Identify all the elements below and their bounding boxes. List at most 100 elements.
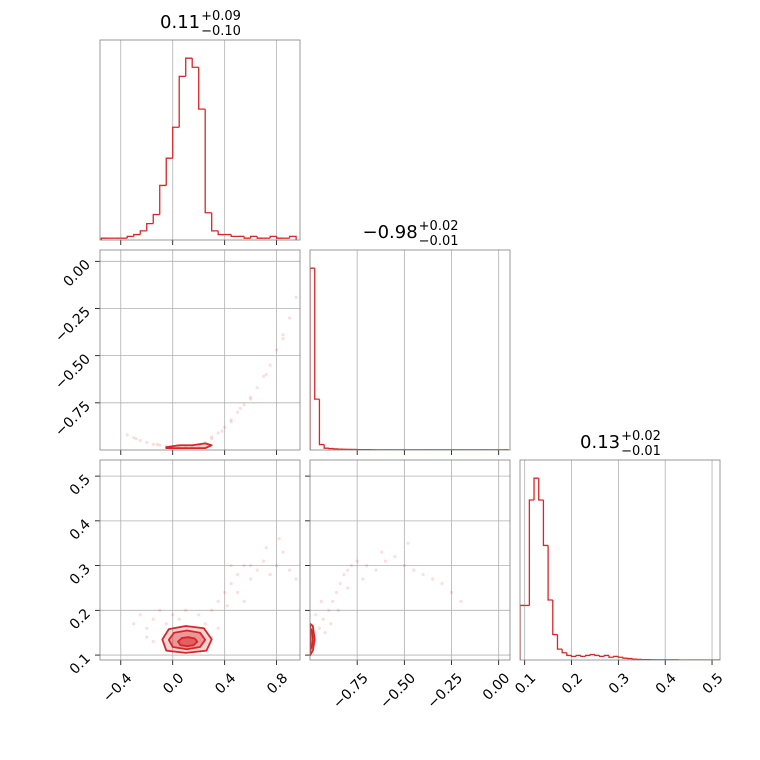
hist-bin — [318, 399, 325, 446]
sample-point — [255, 568, 259, 572]
sample-point — [281, 550, 285, 554]
sample-point — [238, 406, 242, 411]
sample-point — [323, 631, 327, 635]
sample-point — [334, 590, 339, 595]
sample-point — [365, 563, 369, 568]
sample-point — [151, 442, 155, 446]
x-tick-label: 0.8 — [264, 670, 291, 697]
panel-frame — [99, 459, 301, 661]
sample-point — [145, 440, 149, 445]
hist-bin — [613, 655, 619, 658]
title-lower: −0.10 — [201, 24, 241, 39]
sample-point — [374, 568, 378, 572]
sample-point — [336, 608, 340, 612]
sample-point — [158, 443, 162, 447]
hist-bin — [314, 268, 320, 400]
sample-point — [346, 586, 350, 590]
hist-bin — [191, 58, 199, 68]
sample-point — [281, 333, 285, 337]
sample-point — [393, 555, 397, 559]
sample-point — [177, 617, 181, 621]
panel: −0.4 0.0 0.4 0.8 0.1 0.2 0.3 0.4 0.5 — [67, 459, 301, 706]
sample-point — [288, 316, 292, 320]
hist-bin — [528, 499, 535, 606]
x-tick-label: −0.50 — [377, 670, 419, 712]
sample-point — [138, 613, 142, 617]
sample-point — [264, 372, 268, 377]
sample-point — [229, 420, 233, 424]
hist-bin — [547, 545, 553, 601]
hist-bin — [323, 444, 329, 449]
sample-point — [262, 559, 266, 563]
hist-bin — [594, 654, 600, 657]
hist-bin — [243, 236, 251, 239]
hist-bin — [552, 600, 558, 636]
y-tick-label: 0.00 — [60, 257, 93, 290]
panel-frame — [99, 39, 301, 241]
sample-point — [132, 436, 136, 440]
hist-bin — [133, 233, 141, 237]
sample-point — [184, 608, 188, 612]
title-upper: +0.09 — [201, 9, 241, 24]
sample-point — [249, 577, 253, 581]
title-value: 0.11 — [160, 12, 200, 33]
sample-point — [255, 386, 259, 390]
panel-frame — [519, 459, 721, 661]
sample-point — [331, 599, 335, 603]
y-tick-label: 0.1 — [67, 651, 94, 678]
hist-bin — [561, 649, 567, 654]
title-upper: +0.02 — [621, 429, 661, 444]
sample-point — [361, 577, 365, 581]
y-tick-label: −0.25 — [52, 304, 94, 346]
sample-point — [346, 568, 350, 572]
hist-bin — [617, 656, 624, 658]
sample-point — [155, 442, 159, 446]
plot-area — [100, 460, 300, 660]
hist-bin — [211, 212, 219, 232]
sample-point — [281, 337, 285, 341]
panel-frame — [309, 459, 511, 661]
sample-point — [132, 622, 136, 626]
sample-point — [440, 581, 444, 586]
hist-bin — [100, 237, 108, 240]
sample-point — [355, 559, 359, 563]
sample-point — [171, 613, 175, 617]
sample-point — [216, 431, 220, 435]
sample-point — [164, 622, 168, 626]
sample-point — [314, 613, 318, 617]
hist-bin — [126, 235, 134, 239]
sample-point — [275, 348, 279, 352]
sample-point — [262, 374, 266, 379]
hist-bin — [533, 477, 539, 500]
hist-bin — [556, 634, 563, 650]
sample-point — [327, 608, 331, 612]
sample-point — [223, 590, 227, 595]
sample-point — [329, 622, 333, 626]
sample-point — [249, 397, 253, 401]
y-tick-label: 0.5 — [67, 472, 94, 499]
sample-point — [268, 572, 272, 577]
hist-bin — [249, 235, 258, 239]
sample-point — [236, 572, 240, 577]
sample-point — [421, 572, 425, 577]
sample-point — [223, 425, 227, 429]
sample-point — [342, 572, 346, 577]
title-upper: +0.02 — [419, 219, 459, 234]
sample-point — [210, 435, 214, 439]
plot-area — [310, 460, 510, 660]
hist-bin — [598, 655, 605, 658]
title-lower: −0.01 — [621, 444, 661, 459]
y-tick-label: 0.3 — [67, 561, 94, 588]
hist-bin — [165, 157, 173, 186]
sample-point — [225, 604, 229, 608]
sample-point — [216, 599, 220, 603]
hist-bin — [172, 126, 180, 159]
panel: 0.1 0.2 0.3 0.4 0.5 0.13 +0.02−0.01 — [512, 429, 726, 697]
sample-point — [319, 599, 323, 603]
sample-point — [229, 563, 233, 568]
sample-point — [242, 599, 246, 603]
hist-bin — [217, 230, 225, 236]
sample-point — [338, 581, 342, 586]
x-tick-label: 0.3 — [606, 670, 633, 697]
sample-point — [249, 563, 253, 568]
